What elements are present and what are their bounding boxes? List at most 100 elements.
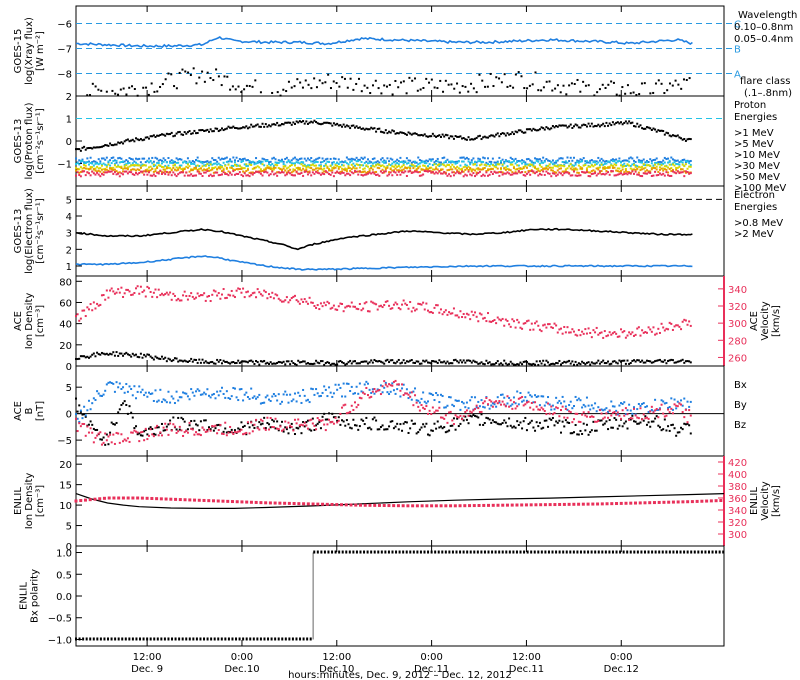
data-point — [525, 158, 528, 161]
data-point — [645, 405, 648, 408]
data-point — [538, 170, 541, 173]
data-point — [446, 158, 449, 161]
data-point — [657, 173, 660, 176]
data-point — [665, 401, 668, 404]
data-point — [509, 360, 512, 363]
data-point — [676, 166, 679, 169]
data-point — [248, 432, 251, 435]
y-tick-label: 10 — [59, 501, 72, 512]
data-point — [353, 392, 356, 395]
data-point — [550, 175, 553, 178]
data-point — [337, 165, 340, 168]
data-point — [243, 88, 246, 91]
data-point — [409, 159, 412, 162]
data-point — [462, 415, 465, 418]
data-point — [571, 174, 574, 177]
data-point — [534, 128, 537, 131]
data-point — [547, 172, 550, 175]
data-point — [335, 82, 338, 85]
data-point — [245, 159, 248, 162]
data-point — [520, 503, 524, 507]
data-point — [688, 137, 691, 140]
data-point — [268, 398, 271, 401]
data-point — [420, 133, 423, 136]
data-point — [658, 168, 661, 171]
data-point — [198, 295, 201, 298]
data-point — [470, 170, 473, 173]
data-point — [133, 168, 136, 171]
data-point — [587, 411, 590, 414]
data-point — [211, 130, 214, 133]
data-point — [633, 501, 637, 505]
data-point — [639, 124, 642, 127]
data-point — [714, 499, 718, 503]
data-point — [357, 77, 360, 80]
data-point — [152, 358, 155, 361]
data-point — [475, 167, 478, 170]
data-point — [178, 637, 181, 641]
data-point — [571, 328, 574, 331]
data-point — [341, 170, 344, 173]
data-point — [560, 167, 563, 170]
data-point — [227, 637, 230, 641]
data-point — [534, 166, 537, 169]
data-point — [370, 428, 373, 431]
data-point — [211, 157, 214, 160]
data-point — [344, 169, 347, 172]
data-point — [319, 164, 322, 167]
data-point — [488, 168, 491, 171]
legend-entry: >10 MeV — [734, 150, 780, 161]
data-point — [700, 550, 703, 554]
data-point — [125, 288, 128, 291]
data-point — [498, 156, 501, 159]
data-point — [472, 409, 475, 412]
data-point — [615, 409, 618, 412]
data-point — [97, 173, 100, 176]
legend-entry: 0.10–0.8nm — [734, 22, 793, 33]
data-point — [122, 295, 125, 298]
data-point — [220, 170, 223, 173]
data-point — [485, 320, 488, 323]
data-point — [465, 174, 468, 177]
data-point — [318, 395, 321, 398]
data-point — [193, 394, 196, 397]
data-point — [193, 129, 196, 132]
data-point — [221, 499, 225, 503]
data-point — [245, 163, 248, 166]
data-point — [126, 496, 130, 500]
data-point — [78, 357, 81, 360]
data-point — [253, 395, 256, 398]
data-point — [660, 360, 663, 363]
data-point — [360, 173, 363, 176]
data-point — [555, 165, 558, 168]
data-point — [441, 395, 444, 398]
data-point — [613, 160, 616, 163]
data-point — [558, 167, 561, 170]
data-point — [89, 94, 92, 97]
data-point — [143, 430, 146, 433]
data-point — [561, 420, 564, 423]
data-point — [321, 391, 324, 394]
data-point — [154, 288, 157, 291]
data-point — [225, 127, 228, 130]
data-point — [154, 168, 157, 171]
data-point — [173, 160, 176, 163]
data-point — [232, 169, 235, 172]
data-point — [332, 416, 335, 419]
data-point — [649, 171, 652, 174]
data-point — [349, 390, 352, 393]
data-point — [363, 383, 366, 386]
data-point — [535, 167, 538, 170]
data-point — [263, 158, 266, 161]
data-point — [357, 126, 360, 129]
data-point — [349, 426, 352, 429]
data-point — [613, 417, 616, 420]
legend-extra: flare class — [740, 76, 790, 87]
data-point — [603, 362, 606, 365]
data-point — [459, 422, 462, 425]
data-point — [686, 421, 689, 424]
data-point — [423, 162, 426, 165]
data-point — [525, 429, 528, 432]
data-point — [401, 169, 404, 172]
data-point — [136, 285, 139, 288]
